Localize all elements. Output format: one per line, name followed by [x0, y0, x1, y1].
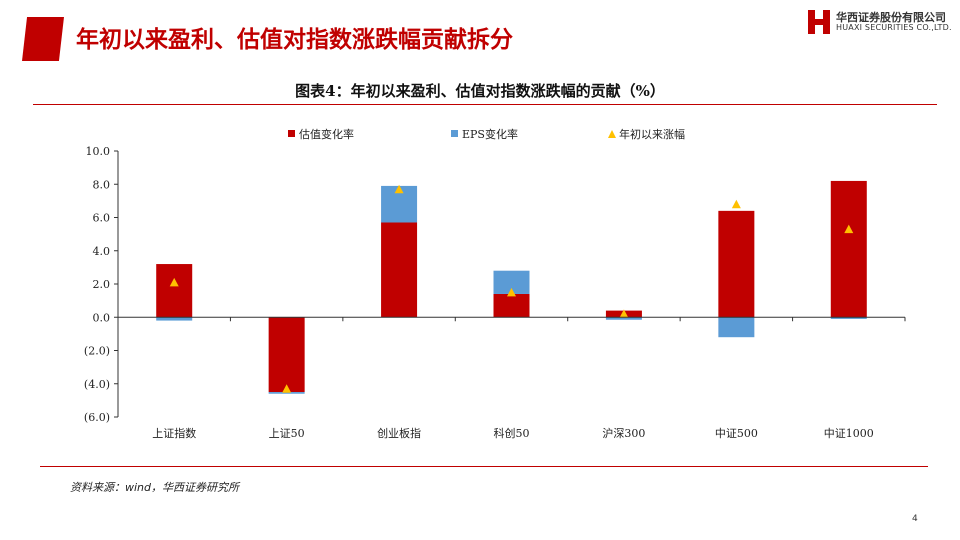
return-marker: [844, 224, 854, 234]
y-tick-label: (4.0): [84, 378, 110, 391]
y-tick-label: 2.0: [93, 278, 111, 291]
pe-bar: [718, 210, 755, 318]
logo-english-name: HUAXI SECURITIES CO.,LTD.: [836, 23, 952, 32]
header-accent-block: [22, 17, 64, 61]
page-number: 4: [912, 514, 918, 524]
legend-label: 估值变化率: [299, 127, 354, 141]
legend-label: EPS变化率: [462, 127, 518, 141]
legend-label: 年初以来涨幅: [619, 127, 685, 141]
y-tick-label: 6.0: [93, 212, 111, 225]
pe-bar: [156, 264, 193, 318]
eps-bar: [156, 317, 193, 321]
pe-bar: [830, 180, 867, 318]
pe-bar: [493, 293, 530, 318]
return-marker: [282, 384, 292, 393]
y-tick-label: 0.0: [93, 311, 111, 324]
legend-swatch-pe: [288, 130, 295, 137]
x-category-label: 沪深300: [602, 426, 645, 440]
eps-bar: [830, 317, 867, 319]
y-tick-label: 4.0: [93, 245, 111, 258]
x-category-label: 上证50: [269, 427, 305, 440]
y-tick-label: (2.0): [84, 345, 110, 358]
x-category-label: 科创50: [494, 426, 530, 440]
y-tick-label: (6.0): [84, 411, 110, 424]
pe-bar: [268, 317, 305, 393]
y-tick-label: 10.0: [86, 145, 111, 158]
legend-swatch-eps: [451, 130, 458, 137]
eps-bar: [268, 392, 305, 394]
logo-chinese-name: 华西证券股份有限公司: [836, 11, 946, 24]
footer-divider: [40, 466, 928, 467]
return-marker: [731, 199, 741, 209]
x-category-label: 中证1000: [824, 427, 874, 440]
eps-bar: [605, 317, 642, 320]
legend-swatch-return: [608, 130, 616, 138]
return-marker: [507, 287, 516, 297]
y-tick-label: 8.0: [93, 178, 111, 191]
huaxi-logo-icon: [808, 10, 830, 34]
page-title: 年初以来盈利、估值对指数涨跌幅贡献拆分: [76, 27, 513, 53]
return-marker: [169, 277, 179, 287]
x-category-label: 中证500: [715, 427, 758, 440]
pe-bar: [381, 222, 418, 318]
return-marker: [619, 309, 629, 318]
x-category-label: 上证指数: [152, 426, 196, 440]
x-category-label: 创业板指: [377, 426, 421, 440]
chart-title: 图表4：年初以来盈利、估值对指数涨跌幅的贡献（%）: [295, 82, 665, 100]
eps-bar: [493, 270, 530, 294]
return-marker: [394, 184, 404, 194]
title-divider: [33, 104, 937, 105]
source-note: 资料来源：wind，华西证券研究所: [70, 481, 240, 494]
company-logo: 华西证券股份有限公司 HUAXI SECURITIES CO.,LTD.: [808, 8, 953, 38]
eps-bar: [718, 317, 755, 338]
